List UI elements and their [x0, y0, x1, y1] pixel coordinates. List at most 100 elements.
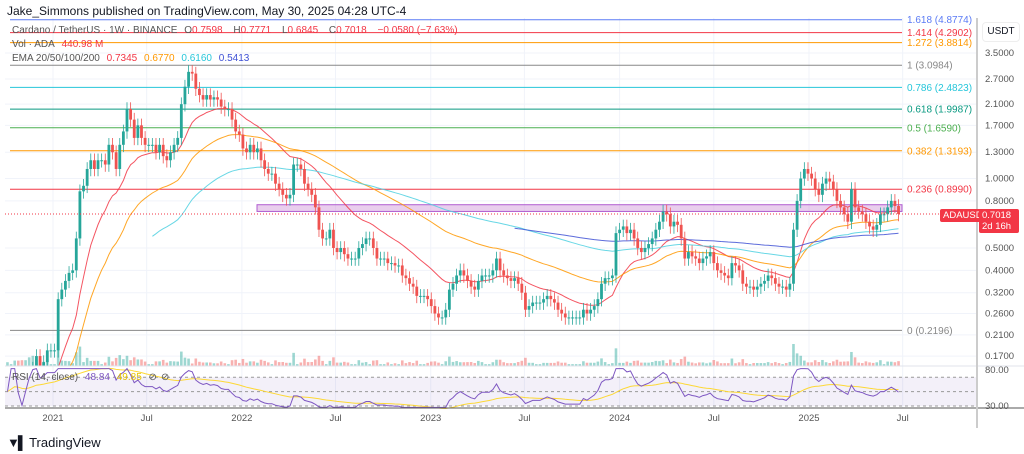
candle-body: [350, 258, 353, 260]
high-label: H: [233, 25, 241, 36]
volume-bar: [589, 362, 592, 366]
volume-bar: [212, 363, 216, 366]
candle-body: [179, 104, 183, 138]
resistance-zone: [256, 204, 903, 212]
candle-body: [172, 144, 176, 153]
candle-body: [357, 247, 361, 259]
symbol-name[interactable]: Cardano / TetherUS · 1W · BINANCE: [12, 25, 178, 36]
ema200-line: [514, 227, 899, 248]
volume-bar: [705, 363, 708, 366]
candle-body: [469, 280, 473, 287]
volume-label[interactable]: Vol · ADA: [12, 39, 55, 50]
volume-bar: [759, 363, 763, 366]
ema50-line: [69, 134, 899, 366]
volume-bar: [353, 364, 357, 366]
rsi-ma-line: [7, 367, 899, 410]
candle-body: [263, 160, 267, 169]
candle-body: [125, 109, 129, 132]
volume-bar: [745, 363, 748, 366]
candle-body: [292, 164, 296, 195]
candle-body: [183, 86, 187, 105]
volume-bar: [495, 359, 498, 366]
volume-bar: [20, 360, 24, 366]
volume-bar: [860, 363, 864, 366]
candle-body: [639, 247, 643, 253]
candle-body: [136, 125, 140, 138]
candle-body: [303, 168, 306, 184]
volume-bar: [335, 362, 339, 366]
x-tick-label: 2025: [798, 413, 819, 424]
volume-bar: [136, 359, 140, 366]
y-tick-label: 2.1000: [985, 99, 1014, 110]
candle-body: [270, 173, 274, 175]
volume-bar: [154, 361, 158, 366]
tradingview-logo[interactable]: ▼▌ TradingView: [7, 435, 101, 450]
volume-bar: [440, 364, 444, 366]
tradingview-logo-icon: ▼▌: [7, 435, 27, 450]
candle-body: [886, 207, 890, 215]
candle-body: [208, 95, 212, 100]
volume-bar: [748, 364, 752, 366]
volume-bar: [9, 364, 13, 366]
candle-body: [447, 289, 451, 310]
candle-body: [516, 278, 520, 284]
candle-body: [650, 238, 654, 245]
candle-body: [897, 206, 900, 215]
y-tick-label: 2.7000: [985, 74, 1014, 85]
candle-body: [129, 109, 133, 120]
volume-bar: [879, 360, 882, 366]
volume-bar: [437, 362, 440, 366]
volume-bar: [654, 360, 658, 366]
candle-body: [227, 109, 230, 111]
volume-bar: [545, 362, 549, 366]
candle-body: [194, 73, 198, 89]
ema-label[interactable]: EMA 20/50/100/200: [12, 53, 100, 64]
volume-bar: [310, 361, 314, 366]
candle-body: [679, 224, 683, 239]
y-tick-label: 0.2600: [985, 309, 1014, 320]
volume-bar: [679, 359, 683, 366]
volume-bar: [339, 362, 343, 366]
volume-bar: [82, 362, 85, 366]
volume-bar: [487, 364, 491, 366]
ema100-value: 0.6160: [181, 53, 212, 64]
candle-body: [864, 214, 868, 222]
volume-bar: [484, 364, 487, 366]
candle-body: [78, 191, 82, 239]
candle-body: [513, 278, 516, 281]
rsi-label[interactable]: RSI (14, close): [12, 372, 79, 383]
volume-bar: [49, 364, 53, 366]
candle-body: [694, 256, 698, 259]
candle-body: [795, 200, 799, 230]
candle-body: [53, 350, 56, 352]
candle-body: [850, 189, 853, 222]
symbol-price-tag: ADAUSDT: [940, 209, 992, 222]
candle-body: [596, 299, 600, 307]
candle-body: [618, 229, 622, 234]
candle-body: [509, 278, 513, 281]
volume-bar: [404, 363, 408, 366]
currency-unit-button[interactable]: USDT: [982, 22, 1020, 42]
candle-body: [433, 306, 437, 314]
fib-level-label: 0.382 (1.3193): [907, 146, 972, 157]
volume-bar: [506, 363, 509, 366]
volume-bar: [96, 360, 100, 366]
volume-bar: [846, 361, 850, 366]
volume-bar: [419, 364, 422, 366]
candle-body: [813, 178, 817, 190]
candle-body: [415, 286, 419, 296]
candle-body: [799, 178, 803, 201]
candle-body: [502, 270, 506, 276]
volume-bar: [390, 364, 393, 366]
candle-body: [697, 258, 701, 264]
candle-body: [701, 258, 705, 264]
volume-bar: [520, 360, 524, 366]
candle-body: [868, 221, 871, 227]
volume-bar: [314, 359, 317, 366]
candle-body: [610, 275, 614, 279]
volume-bar: [882, 364, 886, 366]
symbol-legend: Cardano / TetherUS · 1W · BINANCE O0.759…: [12, 25, 462, 36]
volume-bar: [317, 355, 321, 366]
candle-body: [92, 160, 96, 169]
